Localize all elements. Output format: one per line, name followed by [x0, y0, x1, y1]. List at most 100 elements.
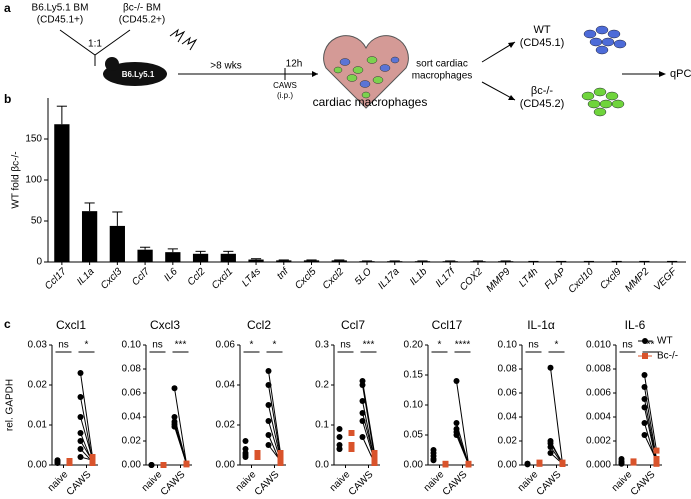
legend-marker — [642, 353, 648, 359]
point — [348, 430, 355, 436]
x-tick-label: CAWS — [159, 469, 188, 498]
point — [265, 402, 272, 408]
arrowhead — [659, 71, 666, 77]
x-tick-label: Ccl17 — [43, 266, 69, 292]
point — [641, 372, 648, 378]
y-tick-label: 0.006 — [586, 388, 611, 399]
x-tick-label: 5LO — [353, 266, 374, 287]
cells — [333, 56, 400, 99]
bar — [248, 259, 264, 262]
bar — [331, 260, 347, 262]
point — [547, 450, 554, 456]
point — [536, 460, 543, 467]
point — [359, 382, 366, 388]
legend-marker — [642, 338, 648, 344]
pair-line — [174, 388, 187, 464]
label: qPCR — [670, 68, 691, 80]
bar — [220, 253, 236, 262]
label: βc-/- — [531, 85, 554, 97]
y-tick-label: 0.02 — [28, 380, 48, 391]
arrowhead — [312, 71, 318, 77]
x-tick-label: Cxcl2 — [321, 266, 347, 292]
point — [171, 423, 178, 430]
y-axis-label: WT fold βc-/- — [11, 151, 22, 208]
x-tick-label: CAWS — [65, 469, 94, 498]
point — [641, 404, 648, 411]
point — [371, 460, 378, 466]
y-tick-label: 0.10 — [498, 340, 518, 351]
point — [336, 434, 343, 440]
y-tick-label: 50 — [31, 216, 43, 227]
point — [171, 414, 178, 420]
y-tick-label: 0.008 — [586, 364, 611, 375]
x-tick-label: Cxcl3 — [99, 266, 125, 292]
y-tick-label: 0.01 — [28, 420, 48, 431]
point — [359, 434, 366, 440]
y-tick-label: 0.00 — [28, 460, 48, 471]
y-tick-label: 0.2 — [315, 380, 329, 391]
point — [77, 454, 84, 460]
y-tick-label: 0 — [36, 257, 42, 268]
y-tick-label: 0.0 — [315, 460, 329, 471]
x-tick-label: IL17f — [434, 265, 458, 289]
pair-line — [550, 367, 563, 464]
x-tick-label: Cxcl5 — [293, 266, 319, 292]
significance-label: * — [438, 340, 442, 351]
x-tick-label: IL1b — [408, 266, 430, 288]
pair-line — [80, 372, 93, 458]
bar — [165, 252, 181, 262]
x-tick-label: IL17a — [376, 266, 402, 292]
point — [336, 426, 343, 432]
panel-label: c — [4, 317, 11, 331]
x-tick-label: CAWS — [441, 469, 470, 498]
label: CAWS — [273, 81, 297, 90]
label: WT — [533, 24, 550, 36]
label: 12h — [286, 59, 303, 70]
point — [265, 418, 272, 424]
heart — [323, 35, 409, 109]
y-tick-label: 0.05 — [404, 430, 424, 441]
point — [160, 462, 167, 468]
y-tick-label: 0.004 — [586, 412, 611, 423]
chart-title: IL-6 — [625, 318, 646, 332]
point — [359, 398, 366, 404]
x-tick-label: CAWS — [535, 469, 564, 498]
y-tick-label: 0.02 — [122, 436, 142, 447]
point — [453, 420, 460, 426]
significance-label: ns — [622, 340, 633, 351]
merge-lines — [59, 29, 131, 66]
y-tick-label: 0.02 — [216, 420, 236, 431]
x-tick-label: MMP2 — [623, 266, 652, 295]
y-tick-label: 0.00 — [404, 460, 424, 471]
point — [547, 364, 554, 371]
y-tick-label: 0.06 — [122, 388, 142, 399]
point — [641, 432, 648, 438]
y-tick-label: 0.04 — [498, 412, 518, 423]
significance-label: ** — [647, 340, 655, 351]
point — [465, 461, 472, 468]
point — [265, 442, 272, 448]
bar — [303, 260, 320, 262]
bar — [470, 261, 486, 262]
point — [348, 442, 355, 448]
bar — [137, 249, 153, 262]
x-tick-label: tnf — [275, 265, 292, 282]
significance-label: *** — [175, 340, 187, 351]
point — [265, 382, 272, 388]
y-tick-label: 0.15 — [404, 370, 424, 381]
chart-title: Cxcl1 — [56, 318, 86, 332]
bar — [359, 261, 375, 262]
significance-label: * — [273, 340, 277, 351]
label: >8 wks — [210, 61, 241, 72]
irradiation — [169, 28, 198, 51]
chart-title: Ccl2 — [247, 318, 271, 332]
label: (CD45.1+) — [37, 15, 83, 26]
chart-title: Ccl17 — [432, 318, 463, 332]
bar — [109, 225, 125, 262]
x-tick-label: Ccl2 — [186, 266, 208, 288]
legend-label: Bc-/- — [657, 351, 678, 362]
point — [359, 418, 366, 424]
significance-label: ns — [152, 340, 163, 351]
point — [559, 460, 566, 467]
